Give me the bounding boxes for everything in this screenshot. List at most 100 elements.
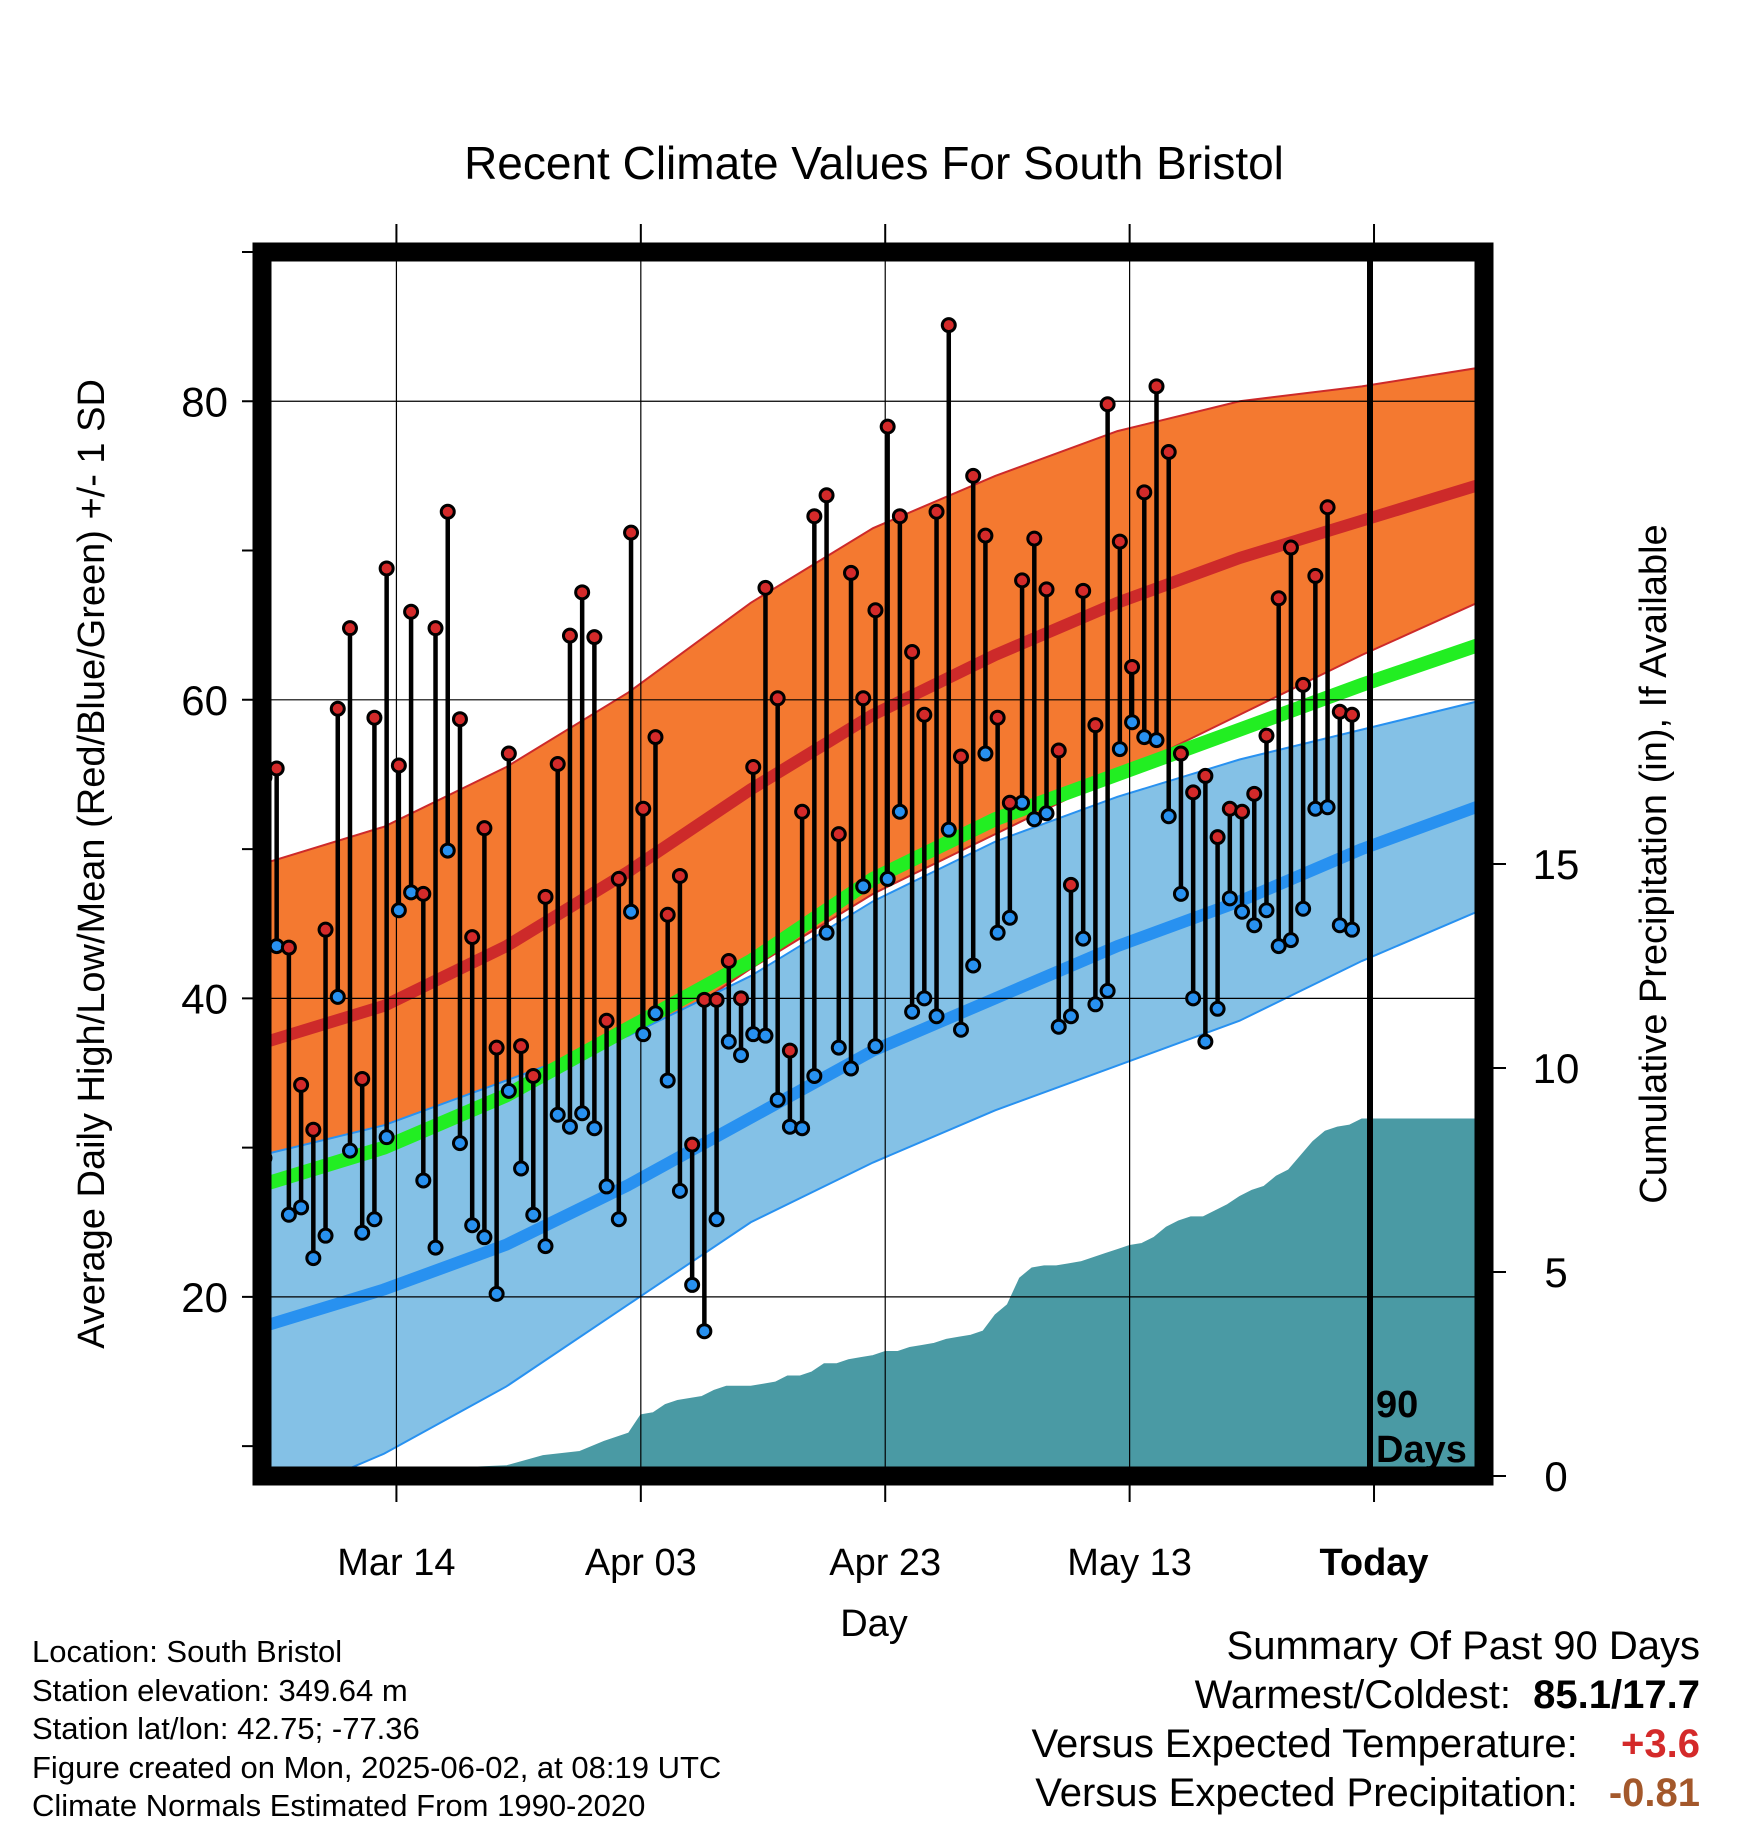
daily-high-point (1014, 572, 1031, 589)
daily-low-point (439, 842, 456, 859)
daily-low-point (1124, 714, 1141, 731)
daily-high-point (586, 629, 603, 646)
daily-high-point (1234, 803, 1251, 820)
daily-low-point (329, 988, 346, 1005)
daily-high-point (341, 620, 358, 637)
daily-low-point (1221, 890, 1238, 907)
daily-high-point (1099, 396, 1116, 413)
daily-low-point (1197, 1033, 1214, 1050)
warm-cold-label: Warmest/Coldest: (1194, 1673, 1511, 1717)
x-tick-label: Mar 14 (337, 1542, 455, 1584)
grid-layer (262, 252, 1484, 1476)
daily-low-point (1270, 938, 1287, 955)
station-info: Location: South Bristol Station elevatio… (32, 1633, 721, 1826)
x-tick-label: May 13 (1067, 1542, 1192, 1584)
daily-low-point (1319, 799, 1336, 816)
daily-high-point (1185, 784, 1202, 801)
summary-precip: Versus Expected Precipitation: -0.81 (1032, 1769, 1700, 1818)
daily-high-point (879, 418, 896, 435)
daily-high-point (794, 803, 811, 820)
daily-high-point (1136, 484, 1153, 501)
daily-high-point (1075, 582, 1092, 599)
daily-high-point (647, 729, 664, 746)
daily-high-point (671, 867, 688, 884)
daily-low-point (916, 990, 933, 1007)
daily-high-point (1282, 539, 1299, 556)
temp-vs-expected-value: +3.6 (1621, 1722, 1700, 1766)
precip-vs-expected-label: Versus Expected Precipitation: (1035, 1771, 1578, 1815)
daily-high-point (720, 953, 737, 970)
daily-low-point (464, 1217, 481, 1234)
daily-low-point (1111, 741, 1128, 758)
daily-low-point (684, 1276, 701, 1293)
temp-vs-expected-label: Versus Expected Temperature: (1031, 1722, 1578, 1766)
daily-high-point (1295, 676, 1312, 693)
station-latlon: Station lat/lon: 42.75; -77.36 (32, 1711, 420, 1746)
daily-low-point (280, 1206, 297, 1223)
daily-high-point (733, 990, 750, 1007)
daily-low-point (354, 1224, 371, 1241)
daily-low-point (1001, 909, 1018, 926)
y2-tick-label: 10 (1533, 1045, 1580, 1092)
daily-low-point (488, 1285, 505, 1302)
daily-low-point (366, 1211, 383, 1228)
daily-low-point (720, 1033, 737, 1050)
daily-high-point (513, 1038, 530, 1055)
daily-high-point (806, 508, 823, 525)
daily-high-point (1038, 581, 1055, 598)
daily-high-point (745, 758, 762, 775)
daily-high-point (1270, 590, 1287, 607)
daily-low-point (843, 1060, 860, 1077)
daily-high-point (1258, 727, 1275, 744)
daily-high-point (268, 760, 285, 777)
station-elevation: Station elevation: 349.64 m (32, 1672, 408, 1708)
daily-low-point (1234, 903, 1251, 920)
y2-tick-label: 15 (1533, 841, 1580, 888)
daily-low-point (1160, 808, 1177, 825)
daily-low-point (451, 1135, 468, 1152)
daily-low-point (1075, 930, 1092, 947)
daily-low-point (1295, 900, 1312, 917)
daily-low-point (977, 745, 994, 762)
daily-high-point (989, 709, 1006, 726)
normal-high-line (262, 477, 1484, 1049)
daily-high-point (525, 1067, 542, 1084)
daily-low-point (476, 1229, 493, 1246)
today-days-count: 90 (1376, 1384, 1418, 1426)
daily-high-point (818, 487, 835, 504)
daily-high-point (403, 603, 420, 620)
daily-low-point (1050, 1018, 1067, 1035)
daily-low-point (989, 924, 1006, 941)
daily-low-point (390, 902, 407, 919)
daily-high-point (451, 711, 468, 728)
daily-low-point (879, 870, 896, 887)
today-days-label: Days (1376, 1429, 1467, 1471)
daily-low-point (818, 924, 835, 941)
daily-low-point (537, 1238, 554, 1255)
y-axis-right-label: Cumulative Precipitation (in), If Availa… (1633, 524, 1675, 1203)
daily-low-point (574, 1105, 591, 1122)
daily-high-point (684, 1136, 701, 1153)
daily-low-point (1172, 885, 1189, 902)
daily-high-point (904, 644, 921, 661)
daily-high-point (1026, 530, 1043, 547)
x-axis-label: Day (840, 1603, 908, 1645)
warm-cold-value: 85.1/17.7 (1533, 1673, 1700, 1717)
y2-tick-label: 0 (1544, 1453, 1567, 1500)
daily-low-point (1038, 805, 1055, 822)
daily-high-point (1319, 499, 1336, 516)
y2-tick-label: 5 (1544, 1249, 1567, 1296)
daily-high-point (610, 870, 627, 887)
daily-high-point (1148, 378, 1165, 395)
daily-low-point (696, 1323, 713, 1340)
daily-high-point (1001, 794, 1018, 811)
daily-high-point (1246, 785, 1263, 802)
daily-low-point (1185, 990, 1202, 1007)
daily-low-point (1099, 982, 1116, 999)
axis-layer: 20 40 60 80 0 5 10 15 Mar 14 Apr 03 Apr 23 May 13 To… (181, 224, 1579, 1584)
daily-high-point (965, 467, 982, 484)
daily-low-point (1062, 1008, 1079, 1025)
daily-low-point (671, 1182, 688, 1199)
daily-high-point (537, 888, 554, 905)
